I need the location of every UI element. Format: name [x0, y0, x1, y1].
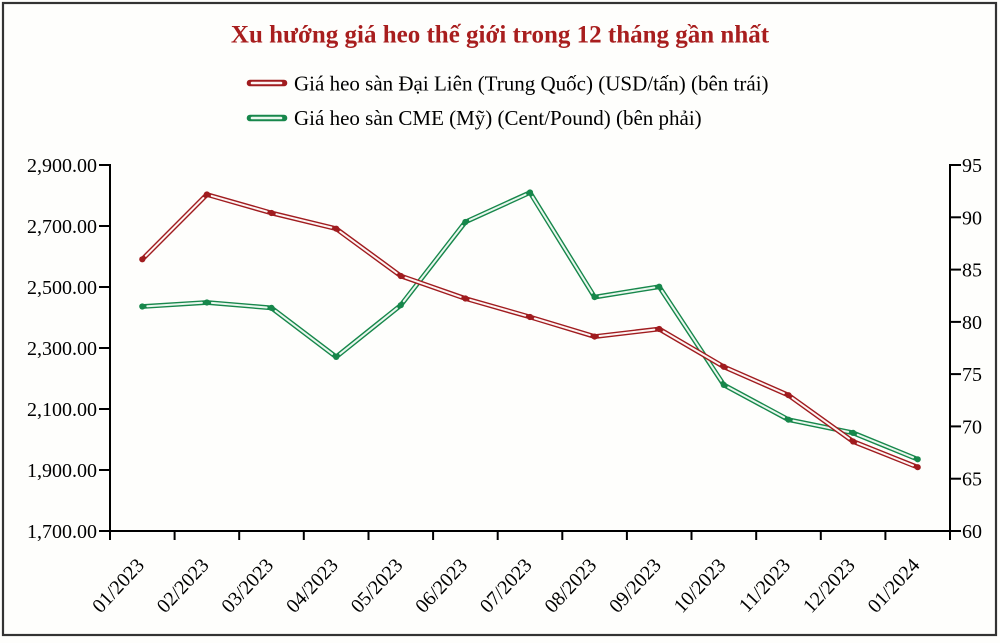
- svg-text:60: 60: [962, 521, 982, 543]
- svg-text:2,300.00: 2,300.00: [27, 338, 97, 360]
- svg-text:2,100.00: 2,100.00: [27, 399, 97, 421]
- svg-text:Xu hướng giá heo thế giới tron: Xu hướng giá heo thế giới trong 12 tháng…: [231, 22, 770, 49]
- svg-text:1,900.00: 1,900.00: [27, 460, 97, 482]
- svg-text:95: 95: [962, 155, 982, 177]
- svg-text:Giá heo sàn CME (Mỹ) (Cent/Pou: Giá heo sàn CME (Mỹ) (Cent/Pound) (bên p…: [294, 106, 702, 130]
- svg-text:65: 65: [962, 469, 982, 491]
- svg-text:2,700.00: 2,700.00: [27, 216, 97, 238]
- svg-text:75: 75: [962, 364, 982, 386]
- svg-text:70: 70: [962, 416, 982, 438]
- svg-text:2,900.00: 2,900.00: [27, 155, 97, 177]
- svg-text:90: 90: [962, 207, 982, 229]
- svg-text:1,700.00: 1,700.00: [27, 521, 97, 543]
- svg-text:85: 85: [962, 260, 982, 282]
- svg-text:Giá heo sàn Đại Liên (Trung Qu: Giá heo sàn Đại Liên (Trung Quốc) (USD/t…: [294, 72, 769, 96]
- svg-text:80: 80: [962, 312, 982, 334]
- svg-text:2,500.00: 2,500.00: [27, 277, 97, 299]
